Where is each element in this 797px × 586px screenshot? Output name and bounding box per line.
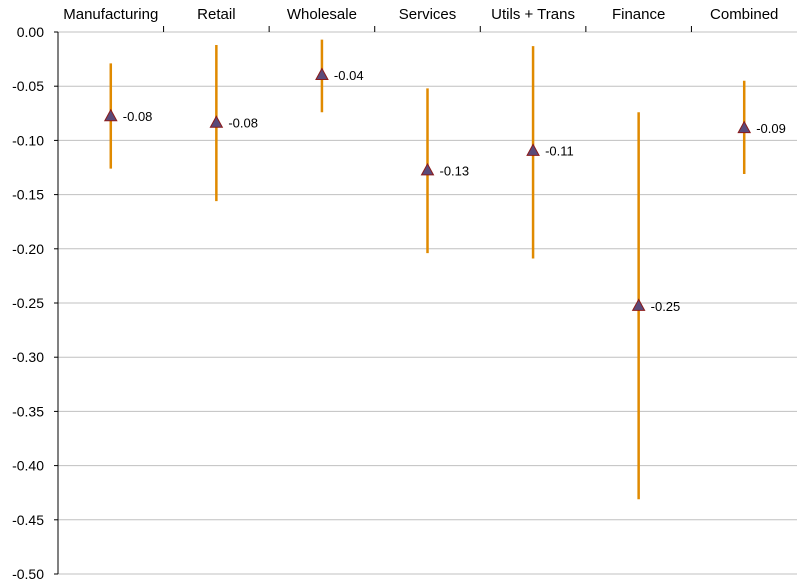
- y-tick-label: -0.20: [12, 241, 44, 257]
- data-label: -0.08: [123, 109, 153, 124]
- y-tick-label: -0.35: [12, 403, 44, 419]
- category-label: Retail: [197, 6, 235, 23]
- triangle-marker: [420, 162, 435, 176]
- triangle-marker: [526, 143, 540, 156]
- category-labels: Manufacturing Retail Wholesale Services Util…: [63, 6, 778, 23]
- y-tick-label: -0.40: [12, 458, 44, 474]
- y-tick-label: -0.05: [12, 78, 44, 94]
- data-label: -0.25: [651, 299, 681, 314]
- category-label: Finance: [612, 6, 665, 23]
- category-label: Services: [399, 6, 457, 23]
- y-tick-label: -0.10: [12, 132, 44, 148]
- triangle-marker: [315, 67, 329, 81]
- data-label: -0.04: [334, 68, 364, 83]
- triangle-marker: [209, 115, 224, 128]
- data-labels: -0.08 -0.08 -0.04 -0.13 -0.11 -0.25 -0.09: [123, 68, 786, 314]
- axes: [54, 26, 692, 575]
- triangle-marker: [103, 108, 118, 122]
- data-label: -0.11: [545, 144, 574, 159]
- category-label: Wholesale: [287, 6, 357, 23]
- y-tick-label: -0.25: [12, 295, 44, 311]
- error-bars: [109, 39, 746, 500]
- triangle-marker: [737, 120, 752, 134]
- category-label: Combined: [710, 6, 778, 23]
- category-label: Manufacturing: [63, 6, 158, 23]
- category-label: Utils + Trans: [491, 6, 575, 23]
- y-tick-label: -0.15: [12, 187, 44, 203]
- y-tick-label: -0.50: [12, 566, 44, 582]
- y-tick-labels: 0.00 -0.05 -0.10 -0.15 -0.20 -0.25 -0.30 -0.35 -…: [12, 24, 44, 582]
- y-tick-label: -0.45: [12, 512, 44, 528]
- data-label: -0.09: [756, 121, 786, 136]
- data-label: -0.13: [440, 163, 470, 178]
- data-label: -0.08: [228, 116, 258, 131]
- y-tick-label: 0.00: [17, 24, 44, 40]
- y-tick-label: -0.30: [12, 349, 44, 365]
- point-markers: [103, 67, 752, 311]
- triangle-marker: [631, 298, 646, 311]
